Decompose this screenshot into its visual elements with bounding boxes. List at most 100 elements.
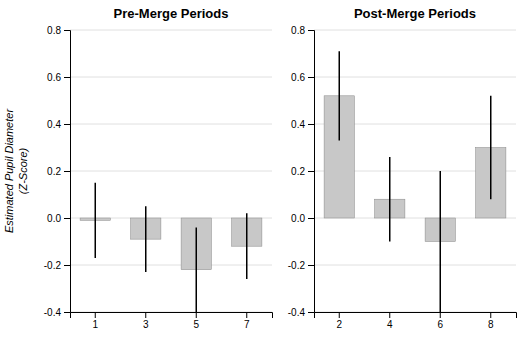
- tick: 0.6: [47, 72, 70, 83]
- error-bar: [95, 183, 97, 258]
- panel: -0.4 -0.2 0.0 0.2 0.4 0.6 0.8 1 3 5 7 Pre-Merge Per…: [3, 6, 272, 330]
- grid-line: [70, 171, 272, 172]
- chart: -0.4 -0.2 0.0 0.2 0.4 0.6 0.8 1 3 5 7 Pre-Merge Per…: [0, 0, 528, 338]
- tick-label: 0.6: [47, 72, 61, 83]
- tick-label: 0.6: [291, 72, 305, 83]
- axis-line: [308, 31, 315, 313]
- tick-label: 0.4: [47, 119, 61, 130]
- marks: [324, 51, 506, 312]
- tick-label: 8: [488, 319, 494, 330]
- tick-mark: [95, 312, 96, 318]
- grid-line: [314, 77, 516, 78]
- tick: 5: [193, 312, 199, 330]
- tick: -0.4: [44, 307, 70, 318]
- grid: [314, 30, 516, 312]
- tick-mark: [308, 30, 314, 31]
- marks: [80, 183, 262, 312]
- tick-mark: [308, 124, 314, 125]
- tick: 0.8: [291, 25, 314, 36]
- tick: 0.6: [291, 72, 314, 83]
- tick-mark: [339, 312, 340, 318]
- y-axis: -0.4 -0.2 0.0 0.2 0.4 0.6 0.8: [288, 25, 315, 318]
- tick-mark: [246, 312, 247, 318]
- error-bar: [246, 213, 248, 279]
- tick-mark: [64, 218, 70, 219]
- tick-label: 0.8: [291, 25, 305, 36]
- tick-label: 5: [193, 319, 199, 330]
- axis-line: [315, 313, 517, 319]
- tick-label: 2: [336, 319, 342, 330]
- tick-mark: [196, 312, 197, 318]
- tick-label: -0.4: [44, 307, 62, 318]
- grid-line: [314, 30, 516, 31]
- tick: 4: [387, 312, 393, 330]
- tick-label: 0.8: [47, 25, 61, 36]
- tick: 2: [336, 312, 342, 330]
- tick: 0.0: [291, 213, 314, 224]
- tick-mark: [145, 312, 146, 318]
- grid-line: [314, 265, 516, 266]
- tick-label: 7: [244, 319, 250, 330]
- tick-label: -0.2: [288, 260, 306, 271]
- title: Post-Merge Periods: [354, 6, 476, 21]
- x-axis: 1 3 5 7: [71, 312, 273, 330]
- tick-label: -0.2: [44, 260, 62, 271]
- tick-label: 3: [143, 319, 149, 330]
- y-axis-label: Estimated Pupil Diameter(Z-Score): [3, 108, 28, 233]
- axis-line: [64, 31, 71, 313]
- tick-mark: [308, 218, 314, 219]
- tick-mark: [490, 312, 491, 318]
- tick-mark: [308, 77, 314, 78]
- tick-label: 0.2: [291, 166, 305, 177]
- error-bar: [196, 227, 198, 312]
- grid: [70, 30, 272, 312]
- tick: 6: [437, 312, 443, 330]
- tick-mark: [308, 265, 314, 266]
- tick: -0.2: [288, 260, 314, 271]
- error-bar: [389, 157, 391, 242]
- tick: 0.2: [291, 166, 314, 177]
- tick-mark: [308, 312, 314, 313]
- tick: 8: [488, 312, 494, 330]
- panel: -0.4 -0.2 0.0 0.2 0.4 0.6 0.8 2 4 6 8 Post-Merge Pe…: [288, 6, 517, 330]
- tick: -0.4: [288, 307, 314, 318]
- tick-label: 0.2: [47, 166, 61, 177]
- title: Pre-Merge Periods: [114, 6, 229, 21]
- grid-line: [70, 265, 272, 266]
- tick: -0.2: [44, 260, 70, 271]
- tick-mark: [64, 265, 70, 266]
- tick-mark: [64, 171, 70, 172]
- tick-label: 1: [92, 319, 98, 330]
- tick-label: -0.4: [288, 307, 306, 318]
- tick-mark: [64, 77, 70, 78]
- tick: 3: [143, 312, 149, 330]
- tick: 0.0: [47, 213, 70, 224]
- tick-mark: [308, 171, 314, 172]
- grid-line: [70, 124, 272, 125]
- tick-label: 4: [387, 319, 393, 330]
- tick-label: 0.0: [291, 213, 305, 224]
- tick: 0.2: [47, 166, 70, 177]
- tick: 0.4: [47, 119, 70, 130]
- error-bar: [490, 96, 492, 199]
- tick-mark: [440, 312, 441, 318]
- tick-mark: [64, 30, 70, 31]
- tick-mark: [64, 124, 70, 125]
- grid-line: [70, 30, 272, 31]
- tick-label: 0.4: [291, 119, 305, 130]
- error-bar: [145, 206, 147, 272]
- tick-mark: [389, 312, 390, 318]
- tick: 0.8: [47, 25, 70, 36]
- grid-line: [70, 77, 272, 78]
- error-bar: [440, 171, 442, 312]
- y-axis: -0.4 -0.2 0.0 0.2 0.4 0.6 0.8: [44, 25, 71, 318]
- tick-label: 6: [437, 319, 443, 330]
- tick: 0.4: [291, 119, 314, 130]
- tick: 7: [244, 312, 250, 330]
- x-axis: 2 4 6 8: [315, 312, 517, 330]
- error-bar: [339, 51, 341, 140]
- tick-mark: [64, 312, 70, 313]
- tick: 1: [92, 312, 98, 330]
- tick-label: 0.0: [47, 213, 61, 224]
- axis-line: [71, 313, 273, 319]
